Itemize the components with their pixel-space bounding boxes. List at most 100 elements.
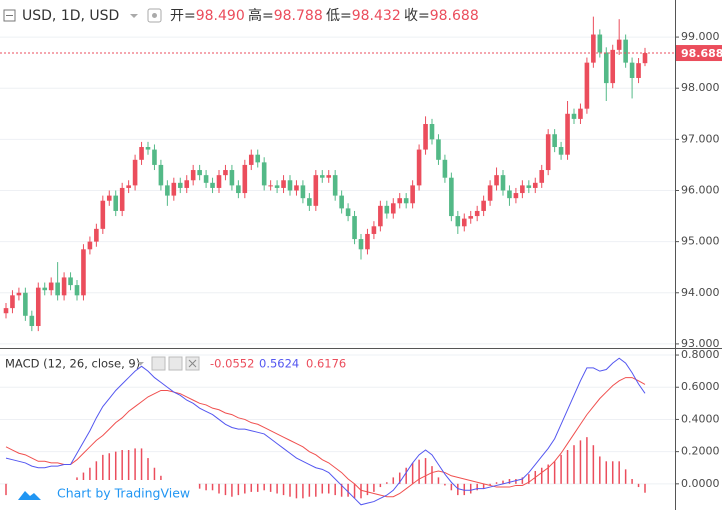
symbol-caret[interactable]: [130, 14, 138, 18]
histogram-bar: [637, 483, 640, 488]
histogram-bar: [289, 483, 291, 497]
candle-body: [578, 108, 583, 119]
candle-body: [87, 241, 93, 250]
ohlc-value: 98.490: [196, 8, 245, 24]
histogram-bar: [256, 483, 259, 492]
candle-body: [313, 175, 319, 206]
candle-body: [449, 177, 454, 217]
candle-body: [520, 185, 525, 194]
histogram-bar: [618, 461, 620, 484]
histogram-bar: [405, 467, 407, 484]
histogram-bar: [437, 477, 440, 484]
histogram-bar: [340, 483, 343, 497]
histogram-bar: [386, 482, 388, 484]
eye-icon-dot: [152, 13, 157, 18]
candle-body: [481, 200, 486, 211]
histogram-bar: [127, 450, 130, 484]
histogram-bar: [586, 437, 588, 484]
candle-body: [158, 164, 164, 186]
histogram-bar: [153, 467, 156, 484]
ohlc-value: 98.788: [274, 8, 323, 24]
candle-body: [255, 154, 261, 163]
histogram-bar: [89, 467, 91, 484]
indicator-caret[interactable]: [137, 362, 144, 366]
collapse-icon[interactable]: [3, 9, 16, 22]
candle-body: [558, 147, 564, 155]
candle-body: [274, 185, 280, 188]
candle-body: [177, 182, 183, 188]
histogram-bar: [579, 440, 582, 484]
candle-body: [642, 53, 648, 64]
indicator-hide[interactable]: [151, 356, 166, 371]
histogram-bar: [295, 483, 298, 499]
histogram-bar: [599, 456, 601, 484]
candle-body: [268, 185, 273, 187]
histogram-bar: [392, 477, 395, 484]
indicator-settings[interactable]: [168, 356, 183, 371]
candle-body: [455, 216, 461, 227]
candle-body: [145, 147, 151, 150]
candle-body: [203, 175, 209, 183]
candle-body: [397, 198, 403, 204]
candle-body: [165, 185, 170, 196]
symbol: USD, 1D, USD: [22, 8, 119, 24]
eye-icon[interactable]: [147, 8, 162, 23]
y-tick-label: 99.000: [681, 30, 720, 43]
histogram-bar: [644, 483, 646, 493]
histogram-bar: [560, 454, 562, 484]
candle-body: [126, 185, 131, 188]
histogram-bar: [611, 461, 614, 484]
candle-body: [332, 175, 338, 196]
branding-bg: [8, 480, 198, 508]
ohlc-label: 开=: [170, 8, 196, 24]
y-tick-label: 0.0000: [681, 477, 720, 490]
ohlc-item: 高=98.788: [248, 7, 323, 24]
candle-body: [3, 308, 9, 314]
candle-body: [55, 282, 60, 296]
candle-body: [248, 154, 254, 165]
histogram-bar: [508, 479, 511, 484]
candle-body: [474, 210, 480, 217]
histogram-bar: [108, 453, 111, 484]
candle-body: [132, 159, 138, 186]
candle-body: [10, 295, 15, 309]
candle-body: [636, 63, 641, 78]
candle-body: [365, 233, 370, 250]
histogram-bar: [276, 483, 278, 494]
histogram-bar: [379, 483, 382, 488]
candle-body: [429, 124, 435, 140]
ohlc-value: 98.688: [430, 8, 479, 24]
histogram-bar: [373, 483, 375, 492]
histogram-bar: [237, 483, 240, 496]
histogram-bar: [263, 483, 265, 491]
branding-logo[interactable]: [18, 491, 41, 500]
candle-body: [526, 185, 532, 188]
histogram-bar: [224, 483, 227, 496]
candle-body: [532, 182, 538, 188]
indicator-remove-x: [188, 359, 197, 368]
candle-body: [345, 208, 351, 217]
histogram-bar: [482, 483, 485, 489]
candle-body: [416, 149, 422, 186]
histogram-bar: [315, 483, 317, 497]
histogram-bar: [134, 448, 136, 484]
ohlc-label: 低=: [326, 8, 352, 24]
candle-body: [42, 287, 48, 291]
ohlc-item: 低=98.432: [326, 8, 401, 24]
histogram-bar: [489, 483, 491, 486]
candle-body: [119, 187, 125, 211]
y-tick-label: 0.2000: [681, 445, 720, 458]
y-tick-label: 0.8000: [681, 348, 720, 361]
candle-body: [552, 134, 557, 148]
candle-body: [423, 124, 428, 150]
last-price-box: [676, 45, 722, 62]
candle-body: [223, 170, 228, 176]
candle-body: [468, 216, 474, 219]
y-tick-label: 97.000: [681, 132, 720, 145]
candle-body: [23, 292, 28, 316]
branding[interactable]: Chart by TradingView: [57, 486, 190, 501]
candle-body: [461, 218, 467, 227]
histogram-bar: [450, 483, 453, 491]
candle-body: [545, 134, 551, 171]
candle-body: [539, 170, 545, 183]
